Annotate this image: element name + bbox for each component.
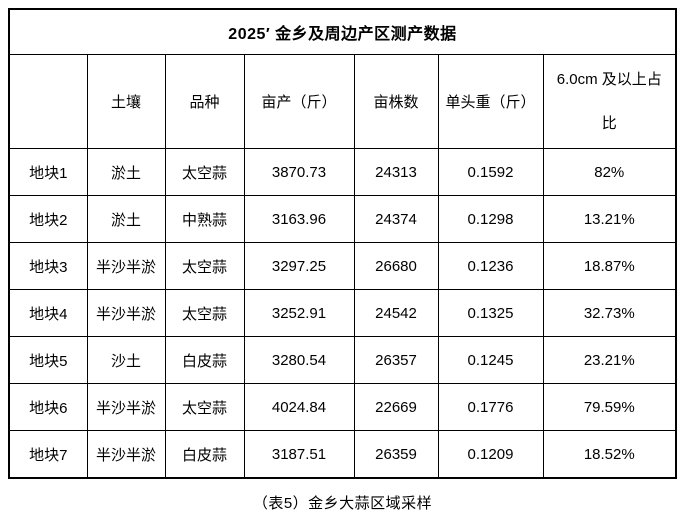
cell-plants: 22669 — [353, 383, 439, 431]
cell-variety: 白皮蒜 — [164, 430, 245, 479]
cell-yield: 3280.54 — [243, 336, 355, 384]
table-row: 地块5 沙土 白皮蒜 3280.54 26357 0.1245 23.21% — [8, 336, 677, 384]
table-row: 地块6 半沙半淤 太空蒜 4024.84 22669 0.1776 79.59% — [8, 383, 677, 431]
cell-ratio: 23.21% — [542, 336, 677, 384]
cell-head-weight: 0.1298 — [437, 195, 544, 243]
cell-plants: 24542 — [353, 289, 439, 337]
cell-ratio: 18.52% — [542, 430, 677, 479]
cell-head-weight: 0.1776 — [437, 383, 544, 431]
cell-ratio: 79.59% — [542, 383, 677, 431]
cell-yield: 4024.84 — [243, 383, 355, 431]
cell-soil: 沙土 — [86, 336, 166, 384]
cell-plot-label: 地块6 — [8, 383, 88, 431]
cell-plants: 26359 — [353, 430, 439, 479]
table-row: 地块1 淤土 太空蒜 3870.73 24313 0.1592 82% — [8, 148, 677, 196]
cell-soil: 半沙半淤 — [86, 430, 166, 479]
table-row: 地块7 半沙半淤 白皮蒜 3187.51 26359 0.1209 18.52% — [8, 430, 677, 479]
cell-plants: 24313 — [353, 148, 439, 196]
table-title: 2025′ 金乡及周边产区测产数据 — [8, 8, 677, 55]
header-cell-soil: 土壤 — [86, 54, 166, 149]
cell-plot-label: 地块4 — [8, 289, 88, 337]
cell-yield: 3163.96 — [243, 195, 355, 243]
cell-variety: 太空蒜 — [164, 242, 245, 290]
header-cell-weight-per-head: 单头重（斤） — [437, 54, 544, 149]
cell-soil: 半沙半淤 — [86, 242, 166, 290]
cell-head-weight: 0.1592 — [437, 148, 544, 196]
table-row: 地块4 半沙半淤 太空蒜 3252.91 24542 0.1325 32.73% — [8, 289, 677, 337]
cell-yield: 3187.51 — [243, 430, 355, 479]
cell-variety: 中熟蒜 — [164, 195, 245, 243]
cell-yield: 3252.91 — [243, 289, 355, 337]
header-cell-yield-per-mu: 亩产（斤） — [243, 54, 355, 149]
cell-plot-label: 地块1 — [8, 148, 88, 196]
cell-head-weight: 0.1245 — [437, 336, 544, 384]
cell-ratio: 18.87% — [542, 242, 677, 290]
cell-head-weight: 0.1236 — [437, 242, 544, 290]
header-cell-variety: 品种 — [164, 54, 245, 149]
cell-variety: 太空蒜 — [164, 148, 245, 196]
cell-yield: 3297.25 — [243, 242, 355, 290]
cell-yield: 3870.73 — [243, 148, 355, 196]
cell-plot-label: 地块7 — [8, 430, 88, 479]
cell-ratio: 82% — [542, 148, 677, 196]
cell-head-weight: 0.1325 — [437, 289, 544, 337]
table-caption: （表5）金乡大蒜区域采样 — [252, 495, 433, 512]
cell-variety: 太空蒜 — [164, 289, 245, 337]
cell-soil: 半沙半淤 — [86, 383, 166, 431]
cell-plants: 26357 — [353, 336, 439, 384]
cell-plot-label: 地块3 — [8, 242, 88, 290]
cell-soil: 淤土 — [86, 195, 166, 243]
header-cell-above-6cm-ratio: 6.0cm 及以上占 比 — [542, 54, 677, 149]
cell-soil: 淤土 — [86, 148, 166, 196]
table-row: 地块2 淤土 中熟蒜 3163.96 24374 0.1298 13.21% — [8, 195, 677, 243]
header-cell-plants-per-mu: 亩株数 — [353, 54, 439, 149]
cell-variety: 白皮蒜 — [164, 336, 245, 384]
cell-ratio: 13.21% — [542, 195, 677, 243]
table-row: 地块3 半沙半淤 太空蒜 3297.25 26680 0.1236 18.87% — [8, 242, 677, 290]
cell-soil: 半沙半淤 — [86, 289, 166, 337]
cell-ratio: 32.73% — [542, 289, 677, 337]
table-title-row: 2025′ 金乡及周边产区测产数据 — [8, 8, 677, 55]
cell-variety: 太空蒜 — [164, 383, 245, 431]
header-cell-plot — [8, 54, 88, 149]
table-header-row: 土壤 品种 亩产（斤） 亩株数 单头重（斤） 6.0cm 及以上占 比 — [8, 54, 677, 149]
cell-plants: 24374 — [353, 195, 439, 243]
cell-plot-label: 地块5 — [8, 336, 88, 384]
cell-plants: 26680 — [353, 242, 439, 290]
cell-head-weight: 0.1209 — [437, 430, 544, 479]
cell-plot-label: 地块2 — [8, 195, 88, 243]
yield-data-table: 2025′ 金乡及周边产区测产数据 土壤 品种 亩产（斤） 亩株数 单头重（斤）… — [8, 8, 677, 479]
